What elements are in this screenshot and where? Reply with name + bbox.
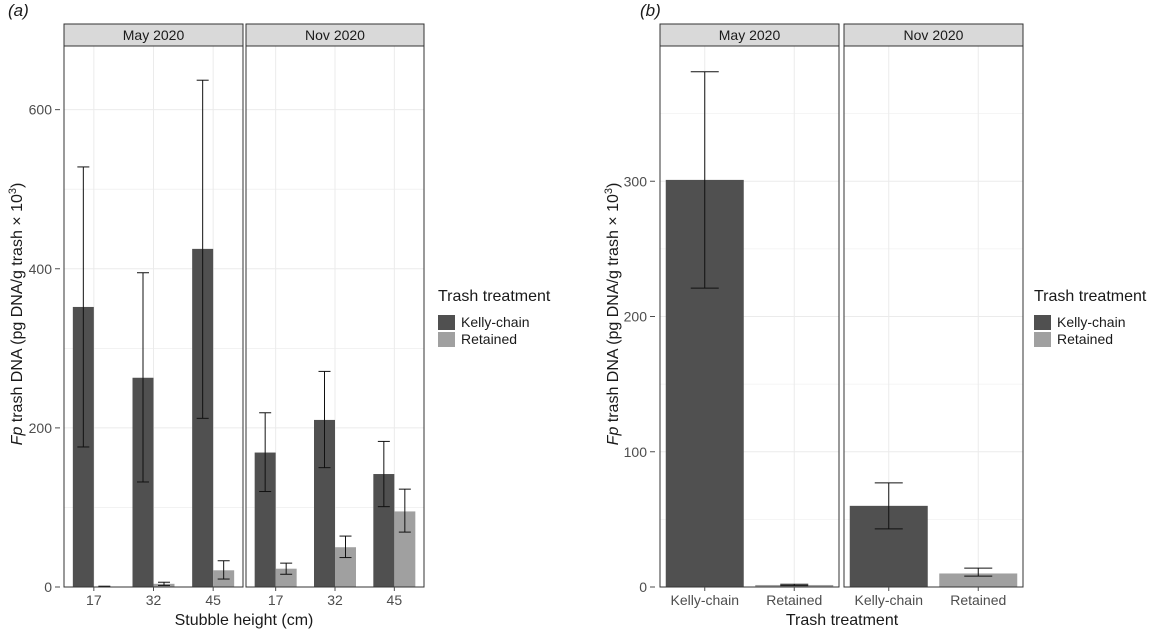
x-tick-label-b-1-1: Retained <box>950 592 1006 608</box>
x-tick-label-a-0-0: 17 <box>86 592 102 608</box>
facet-strip-label-a-0: May 2020 <box>123 27 185 43</box>
x-tick-label-a-0-1: 32 <box>146 592 162 608</box>
panel-a-label: (a) <box>8 1 29 20</box>
x-tick-label-b-0-0: Kelly-chain <box>671 592 739 608</box>
facet-strip-label-b-0: May 2020 <box>719 27 781 43</box>
x-tick-label-a-1-2: 45 <box>387 592 403 608</box>
x-tick-label-b-0-1: Retained <box>766 592 822 608</box>
panel-b-label: (b) <box>640 1 661 20</box>
facet-strip-a-0 <box>63 23 244 47</box>
plot-layer: 0 200 400 600 May 2020 17 32 45 Nov 2020 17 32 45 0 1… <box>29 23 1024 608</box>
y-tick-label-b-200: 200 <box>624 309 648 325</box>
y-tick-label-b-0: 0 <box>639 579 647 595</box>
panel-b-legend-key-kelly <box>1034 315 1051 330</box>
panel-a-legend-key-kelly <box>438 315 455 330</box>
panel-b-legend-key-retained <box>1034 332 1051 347</box>
panel-a-legend-key-retained <box>438 332 455 347</box>
y-tick-label-b-300: 300 <box>624 173 648 189</box>
facet-a-0: May 2020 17 32 45 <box>63 23 244 608</box>
panel-a-legend: Trash treatment Kelly-chain Retained <box>438 288 551 347</box>
bar-a-nov-2020-retained-17 <box>275 568 297 587</box>
y-tick-label-a-0: 0 <box>44 579 52 595</box>
bar-a-nov-2020-kelly-chain-45 <box>373 474 395 587</box>
panel-b-legend-label-kelly: Kelly-chain <box>1057 314 1125 330</box>
facet-b-0: May 2020 Kelly-chain Retained <box>659 23 840 608</box>
bar-a-nov-2020-retained-45 <box>394 511 416 587</box>
y-tick-label-a-600: 600 <box>29 102 53 118</box>
panel-b-x-label: Trash treatment <box>786 612 899 629</box>
bar-a-nov-2020-kelly-chain-32 <box>314 419 335 587</box>
y-tick-label-a-200: 200 <box>29 420 53 436</box>
facet-strip-label-b-1: Nov 2020 <box>904 27 964 43</box>
facet-a-1: Nov 2020 17 32 45 <box>245 23 425 608</box>
bar-b-nov-2020-retained-retained <box>939 573 1018 587</box>
panel-a-x-label: Stubble height (cm) <box>175 612 314 629</box>
panel-b-legend-title: Trash treatment <box>1034 288 1147 305</box>
panel-b-legend: Trash treatment Kelly-chain Retained <box>1034 288 1147 347</box>
x-tick-label-a-1-0: 17 <box>268 592 284 608</box>
panel-b-legend-label-retained: Retained <box>1057 331 1113 347</box>
facet-strip-a-1 <box>245 23 425 47</box>
panel-a-y-label: Fp trash DNA (pg DNA/g trash × 103) <box>7 183 26 446</box>
bar-a-nov-2020-kelly-chain-17 <box>254 452 276 587</box>
facet-strip-b-1 <box>843 23 1024 47</box>
y-tick-label-b-100: 100 <box>624 444 648 460</box>
x-tick-label-a-0-2: 45 <box>205 592 221 608</box>
panel-a-legend-label-kelly: Kelly-chain <box>461 314 529 330</box>
x-tick-label-a-1-1: 32 <box>327 592 343 608</box>
facet-strip-b-0 <box>659 23 840 47</box>
panel-a-legend-label-retained: Retained <box>461 331 517 347</box>
x-tick-label-b-1-0: Kelly-chain <box>855 592 923 608</box>
facet-strip-label-a-1: Nov 2020 <box>305 27 365 43</box>
y-tick-label-a-400: 400 <box>29 261 53 277</box>
panel-a-legend-title: Trash treatment <box>438 288 551 305</box>
facet-b-1: Nov 2020 Kelly-chain Retained <box>843 23 1024 608</box>
panel-b-y-label: Fp trash DNA (pg DNA/g trash × 103) <box>603 183 622 446</box>
